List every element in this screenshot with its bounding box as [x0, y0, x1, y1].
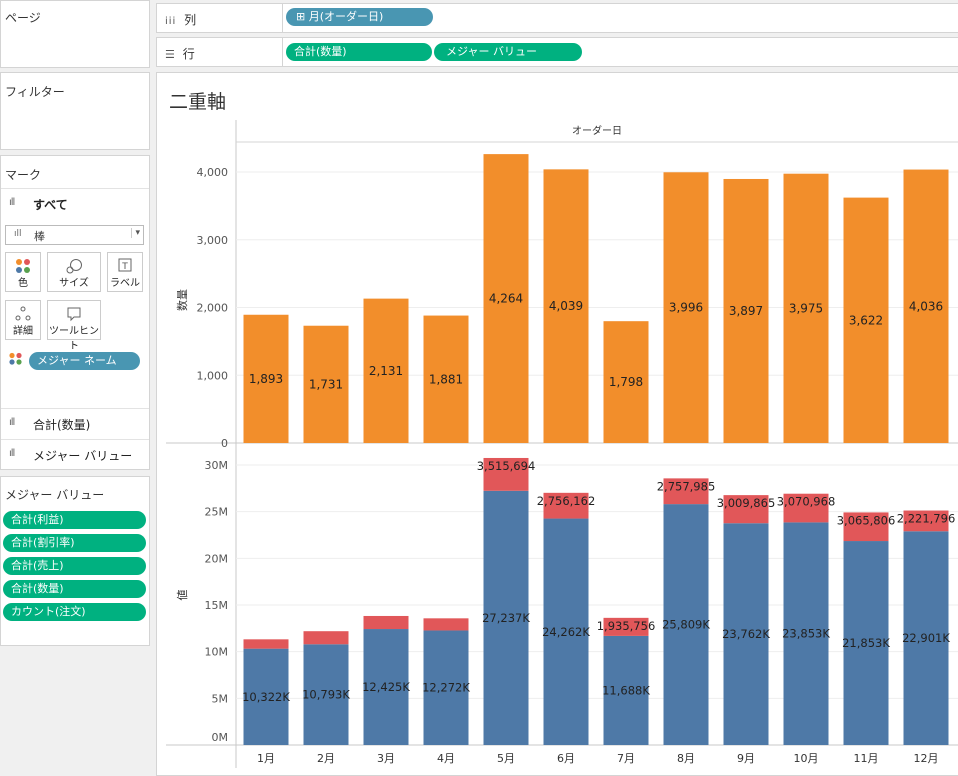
tooltip-button[interactable]: ツールヒント [47, 300, 101, 352]
detail-dots-icon [6, 306, 40, 322]
label-button-label: ラベル [110, 278, 140, 289]
rows-shelf: ☰ 行 合計(数量) メジャー バリュー [156, 37, 958, 67]
svg-text:T: T [121, 262, 128, 272]
detail-button[interactable]: 詳細 [5, 300, 41, 340]
measure-values-card: メジャー バリュー 合計(利益) 合計(割引率) 合計(売上) 合計(数量) カ… [0, 476, 150, 646]
marks-all-label: すべて [33, 198, 68, 212]
month-order-date-pill[interactable]: ⊞ 月(オーダー日) [286, 8, 433, 26]
columns-shelf: iii 列 ⊞ 月(オーダー日) [156, 3, 958, 33]
columns-icon: iii [165, 16, 177, 27]
measure-values-label: メジャー バリュー [5, 488, 105, 502]
marks-all-row[interactable]: ıll すべて [1, 188, 149, 218]
filters-card[interactable]: フィルター [0, 72, 150, 150]
pages-label: ページ [5, 11, 41, 25]
month-order-date-pill-label: 月(オーダー日) [308, 10, 384, 23]
color-button-label: 色 [18, 278, 28, 289]
color-button[interactable]: 色 [5, 252, 41, 292]
label-icon: T [108, 258, 142, 274]
filters-label: フィルター [5, 85, 65, 99]
marks-card: マーク ıll すべて ıll 棒 ▾ 色 サイズ T ラベル 詳細 [0, 155, 150, 470]
bar-chart-icon: ıll [9, 197, 15, 208]
chevron-down-icon: ▾ [131, 228, 140, 238]
mark-row-measure-values[interactable]: ıll メジャー バリュー [1, 439, 149, 469]
measure-pill[interactable]: 合計(利益) [3, 511, 146, 529]
chart-title: 二重軸 [169, 91, 227, 113]
detail-button-label: 詳細 [13, 326, 33, 337]
mark-row-quantity-label: 合計(数量) [33, 418, 91, 432]
tooltip-button-label: ツールヒント [49, 326, 99, 352]
measure-pill[interactable]: 合計(売上) [3, 557, 146, 575]
expand-icon: ⊞ [296, 10, 306, 23]
measure-pill[interactable]: 合計(数量) [3, 580, 146, 598]
mark-type-value: 棒 [34, 230, 45, 243]
bar-chart-icon: ıll [9, 417, 15, 428]
label-button[interactable]: T ラベル [107, 252, 143, 292]
shelf-divider [282, 4, 283, 32]
measure-pill[interactable]: 合計(割引率) [3, 534, 146, 552]
chart-card: 二重軸 [156, 72, 958, 776]
color-dots-icon [6, 258, 40, 274]
color-encoding-pill[interactable]: メジャー ネーム [29, 352, 140, 370]
pages-card[interactable]: ページ [0, 0, 150, 68]
sum-quantity-pill[interactable]: 合計(数量) [286, 43, 432, 61]
rows-icon: ☰ [165, 48, 175, 61]
color-dots-icon [8, 352, 24, 369]
tooltip-icon [48, 306, 100, 322]
columns-shelf-label: iii 列 [165, 11, 196, 28]
columns-label-text: 列 [184, 13, 197, 27]
measure-values-pill[interactable]: メジャー バリュー [434, 43, 582, 61]
mark-row-measure-values-label: メジャー バリュー [33, 449, 133, 463]
mark-row-quantity[interactable]: ıll 合計(数量) [1, 408, 149, 438]
mark-type-dropdown[interactable]: ıll 棒 ▾ [5, 225, 144, 245]
size-button-label: サイズ [59, 278, 89, 289]
rows-shelf-label: ☰ 行 [165, 45, 195, 62]
shelf-divider [282, 38, 283, 66]
rows-label-text: 行 [182, 47, 195, 61]
bar-chart-icon: ıll [14, 229, 22, 239]
measure-pill[interactable]: カウント(注文) [3, 603, 146, 621]
size-button[interactable]: サイズ [47, 252, 101, 292]
size-icon [48, 258, 100, 274]
bar-chart-icon: ıll [9, 448, 15, 459]
marks-label: マーク [5, 168, 42, 182]
